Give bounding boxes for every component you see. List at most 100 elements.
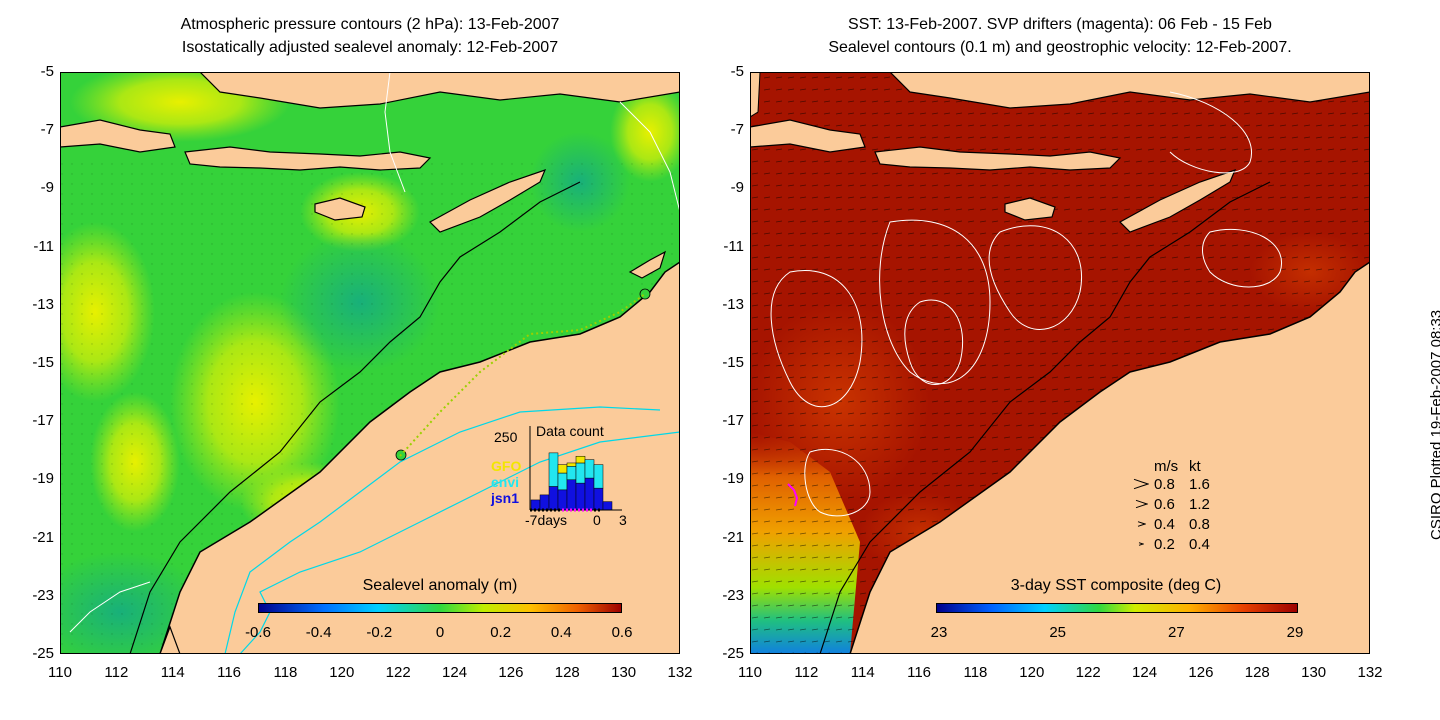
y-tick-label: -19 <box>32 470 54 488</box>
right-title-line2: Sealevel contours (0.1 m) and geostrophi… <box>828 39 1292 56</box>
northwest-cape <box>159 625 181 654</box>
left-title-line2: Isostatically adjusted sealevel anomaly:… <box>181 39 559 56</box>
x-tick-label: 122 <box>1075 664 1101 681</box>
pressure-contour-5 <box>384 72 406 193</box>
velocity-key-header-ms: m/s <box>1154 458 1179 475</box>
x-tick-label: 120 <box>1019 664 1045 681</box>
csiro-credit: CSIRO Plotted 19-Feb-2007 08:33 <box>1428 309 1440 540</box>
y-tick-label: -17 <box>32 412 54 430</box>
flores-chain-sst <box>874 146 1122 171</box>
sumba-island-sst <box>1004 197 1056 221</box>
inset-xlabel-start: -7days <box>525 512 568 528</box>
sealevel-contour-1 <box>770 270 863 408</box>
y-tick-label: -13 <box>32 295 54 313</box>
x-tick-label: 112 <box>104 664 129 681</box>
sumba-island <box>314 197 366 221</box>
inset-bar-jsn1 <box>602 501 613 511</box>
velocity-key-header-kt: kt <box>1189 458 1201 475</box>
inset-bar-envi <box>584 459 595 479</box>
sealevel-contour-2 <box>879 219 991 384</box>
velocity-key-ms: 0.4 <box>1154 516 1175 533</box>
western-land-edge <box>750 72 761 118</box>
velocity-key-ms: 0.6 <box>1154 496 1175 513</box>
right-colorbar <box>936 603 1298 613</box>
colorbar-tick-label: 0.2 <box>490 624 512 641</box>
y-tick-label: -19 <box>722 470 744 488</box>
x-tick-label: 118 <box>273 664 298 681</box>
x-tick-label: 128 <box>554 664 580 681</box>
y-tick-label: -11 <box>723 237 744 255</box>
velocity-key-ms: 0.2 <box>1154 536 1175 553</box>
sealevel-contour-6 <box>904 299 964 385</box>
inset-bar-jsn1 <box>566 479 577 511</box>
sealevel-contour-5 <box>804 448 871 517</box>
y-tick-label: -21 <box>32 528 54 546</box>
pressure-contour-4 <box>69 581 151 633</box>
svp-drifter-track[interactable] <box>787 483 799 507</box>
colorbar-tick-label: -0.4 <box>305 624 332 641</box>
north-islands <box>199 72 680 109</box>
inset-legend-envi: envi <box>491 474 520 490</box>
colorbar-tick-label: 0 <box>435 624 445 641</box>
left-map <box>60 72 680 654</box>
sealevel-contour-4 <box>1202 228 1283 288</box>
y-tick-label: -9 <box>730 179 744 197</box>
y-tick-label: -25 <box>32 645 54 662</box>
colorbar-tick-label: 0.4 <box>550 624 572 641</box>
velocity-key-arrow <box>1135 496 1149 516</box>
left-colorbar <box>258 603 622 613</box>
y-tick-label: -13 <box>722 295 744 313</box>
velocity-key-ms: 0.8 <box>1154 476 1175 493</box>
y-tick-label: -7 <box>40 121 54 139</box>
inset-bar-jsn1 <box>593 487 604 511</box>
x-tick-label: 130 <box>611 664 637 681</box>
left-map-frame <box>60 72 680 654</box>
isobath-contour-sst <box>819 181 1271 654</box>
inset-bar-gfo <box>575 455 586 464</box>
x-tick-label: 112 <box>794 664 819 681</box>
velocity-key-kt: 0.8 <box>1189 516 1210 533</box>
y-tick-label: -11 <box>33 237 54 255</box>
x-tick-label: 114 <box>160 664 185 681</box>
x-tick-label: 116 <box>217 664 242 681</box>
inset-bar-gfo <box>566 462 577 467</box>
colorbar-tick-label: -0.2 <box>366 624 393 641</box>
inset-bar-jsn1 <box>575 482 586 511</box>
colorbar-tick-label: 27 <box>1167 624 1185 641</box>
java-island-sst <box>750 119 866 153</box>
y-tick-label: -23 <box>722 586 744 604</box>
pressure-contour-2 <box>239 431 680 654</box>
sealevel-contour-3 <box>988 225 1082 330</box>
velocity-key-kt: 1.6 <box>1189 476 1210 493</box>
java-island <box>60 119 176 153</box>
inset-bar-envi <box>557 472 568 491</box>
flores-chain <box>184 146 432 171</box>
inset-bar-jsn1 <box>584 477 595 511</box>
inset-bar-envi <box>566 466 577 481</box>
colorbar-tick-label: 23 <box>930 624 948 641</box>
y-tick-label: -5 <box>730 63 744 80</box>
tide-gauge-1[interactable] <box>639 288 651 300</box>
velocity-key-arrow <box>1138 536 1145 556</box>
x-tick-label: 110 <box>738 664 762 681</box>
velocity-key-kt: 1.2 <box>1189 496 1210 513</box>
x-tick-label: 124 <box>1132 664 1158 681</box>
x-tick-label: 132 <box>1357 664 1383 681</box>
x-tick-label: 124 <box>442 664 468 681</box>
pressure-contour-3 <box>619 101 680 213</box>
timor-island <box>429 169 547 233</box>
inset-xlabel-end: 3 <box>619 512 627 528</box>
y-tick-label: -15 <box>32 354 54 371</box>
sealevel-contour-7 <box>1169 91 1252 174</box>
inset-bar-envi <box>593 464 604 489</box>
y-tick-label: -21 <box>722 528 744 546</box>
inset-title: Data count <box>536 423 604 439</box>
right-map-frame <box>750 72 1370 654</box>
x-tick-label: 110 <box>48 664 72 681</box>
inset-bar-jsn1 <box>548 486 559 511</box>
x-tick-label: 132 <box>667 664 693 681</box>
velocity-key-kt: 0.4 <box>1189 536 1210 553</box>
x-tick-label: 116 <box>907 664 932 681</box>
y-tick-label: -7 <box>730 121 744 139</box>
timor-island-sst <box>1119 169 1237 233</box>
